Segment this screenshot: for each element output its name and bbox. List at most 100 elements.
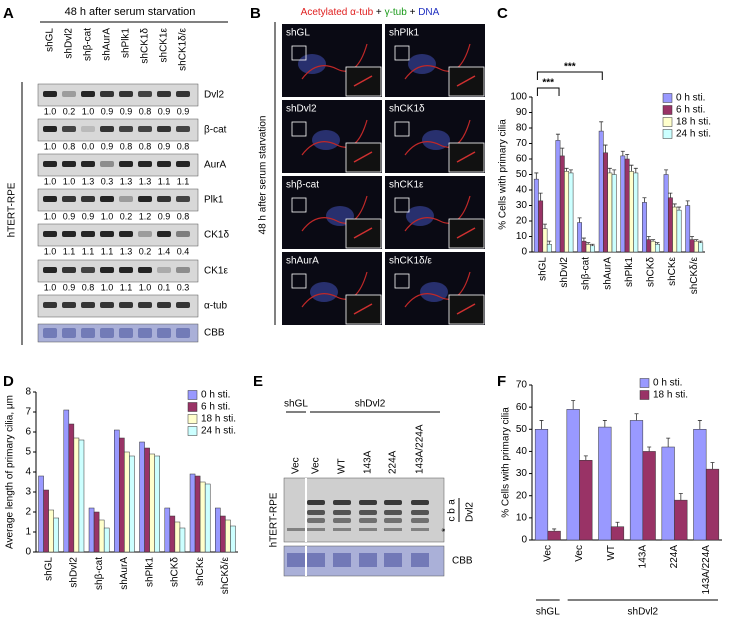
tile-label: shDvl2 xyxy=(286,104,317,115)
y-tick-label: 3 xyxy=(25,487,31,498)
inset-cilium xyxy=(353,227,373,239)
quant-value: 0.8 xyxy=(177,211,190,221)
blot-band xyxy=(307,500,325,505)
blot-band xyxy=(157,328,171,338)
blot-band xyxy=(138,231,152,237)
bar xyxy=(633,172,639,253)
bar xyxy=(154,455,160,553)
blot-band xyxy=(411,518,429,523)
bar xyxy=(629,420,644,541)
bar xyxy=(48,509,54,553)
error-bar xyxy=(677,206,682,211)
error-bar xyxy=(678,493,683,501)
y-axis-label: % Cells with primary cilia xyxy=(498,119,509,230)
error-bar xyxy=(607,167,612,173)
band-label: a xyxy=(447,499,458,505)
quant-value: 1.1 xyxy=(120,282,133,292)
stain-part: + xyxy=(407,7,418,18)
error-bar xyxy=(647,446,652,452)
band-label: * xyxy=(441,528,452,532)
blot-band xyxy=(100,126,114,132)
blot-band xyxy=(176,161,190,167)
blot-band xyxy=(100,91,114,97)
bar xyxy=(579,460,593,541)
bar xyxy=(663,174,669,253)
bar xyxy=(655,244,660,253)
bar xyxy=(73,437,80,553)
bar xyxy=(68,423,75,553)
panel-label: D xyxy=(3,373,14,390)
y-tick-label: 70 xyxy=(516,138,528,149)
blot-band xyxy=(62,328,76,338)
nucleus xyxy=(406,206,434,226)
error-bar xyxy=(577,217,582,223)
quant-value: 1.0 xyxy=(44,246,57,256)
quant-value: 0.2 xyxy=(120,211,133,221)
group-label: shGL xyxy=(284,399,308,410)
legend-swatch xyxy=(662,117,673,127)
y-tick-label: 50 xyxy=(516,169,528,180)
bar xyxy=(629,171,634,253)
x-tick-label: shAurA xyxy=(119,557,130,590)
bar xyxy=(610,526,625,541)
nucleus xyxy=(422,130,450,150)
protein-label: AurA xyxy=(204,160,227,171)
blot xyxy=(37,294,199,318)
bar xyxy=(43,489,49,553)
stain-part: DNA xyxy=(418,7,439,18)
blot-band xyxy=(359,500,377,505)
x-tick-label: shβ-cat xyxy=(94,557,105,590)
bar xyxy=(546,244,552,253)
error-bar xyxy=(599,121,604,132)
legend-label: 24 h sti. xyxy=(201,426,236,437)
quant-value: 0.1 xyxy=(158,282,171,292)
blot-band xyxy=(411,500,429,505)
quant-value: 0.8 xyxy=(177,141,190,151)
bar xyxy=(672,206,678,253)
x-tick-label: shPlk1 xyxy=(624,257,635,287)
legend-swatch xyxy=(187,426,198,436)
tile-label: shAurA xyxy=(286,256,319,267)
blot-band xyxy=(157,91,171,97)
error-bar xyxy=(590,243,595,246)
error-bar xyxy=(564,167,569,172)
blot-band xyxy=(138,196,152,202)
quant-value: 1.0 xyxy=(82,106,95,116)
error-bar xyxy=(534,172,539,180)
blot-band xyxy=(43,91,57,97)
y-tick-label: 5 xyxy=(25,447,31,458)
blot-band xyxy=(119,231,133,237)
bar xyxy=(642,451,656,541)
tile-label: shβ-cat xyxy=(286,180,319,191)
bar xyxy=(215,507,221,553)
bar xyxy=(603,152,608,253)
error-bar xyxy=(602,420,607,428)
lane-label: shGL xyxy=(45,28,56,52)
bar xyxy=(230,525,236,553)
bar xyxy=(555,140,561,253)
bar xyxy=(698,242,704,253)
bar xyxy=(124,451,130,553)
nucleus xyxy=(310,282,338,302)
blot-band xyxy=(176,231,190,237)
group-label: shDvl2 xyxy=(355,399,386,410)
error-bar xyxy=(634,413,639,421)
error-bar xyxy=(672,203,677,208)
protein-label: Dvl2 xyxy=(465,502,476,522)
y-axis-label: Average length of primary cilia, μm xyxy=(5,395,16,549)
bar xyxy=(693,429,707,541)
panel-label: B xyxy=(250,5,261,22)
blot-band xyxy=(81,302,95,308)
legend-swatch xyxy=(187,414,198,424)
blot-band xyxy=(333,528,351,531)
cilia xyxy=(404,195,471,232)
quant-value: 0.8 xyxy=(139,141,152,151)
blot-band xyxy=(411,510,429,515)
bar xyxy=(98,519,105,553)
quant-value: 0.3 xyxy=(101,176,114,186)
group-label: shGL xyxy=(536,607,560,618)
bar xyxy=(38,475,44,553)
panel-label: A xyxy=(3,5,14,22)
blot-band xyxy=(359,528,377,531)
error-bar xyxy=(555,133,560,141)
